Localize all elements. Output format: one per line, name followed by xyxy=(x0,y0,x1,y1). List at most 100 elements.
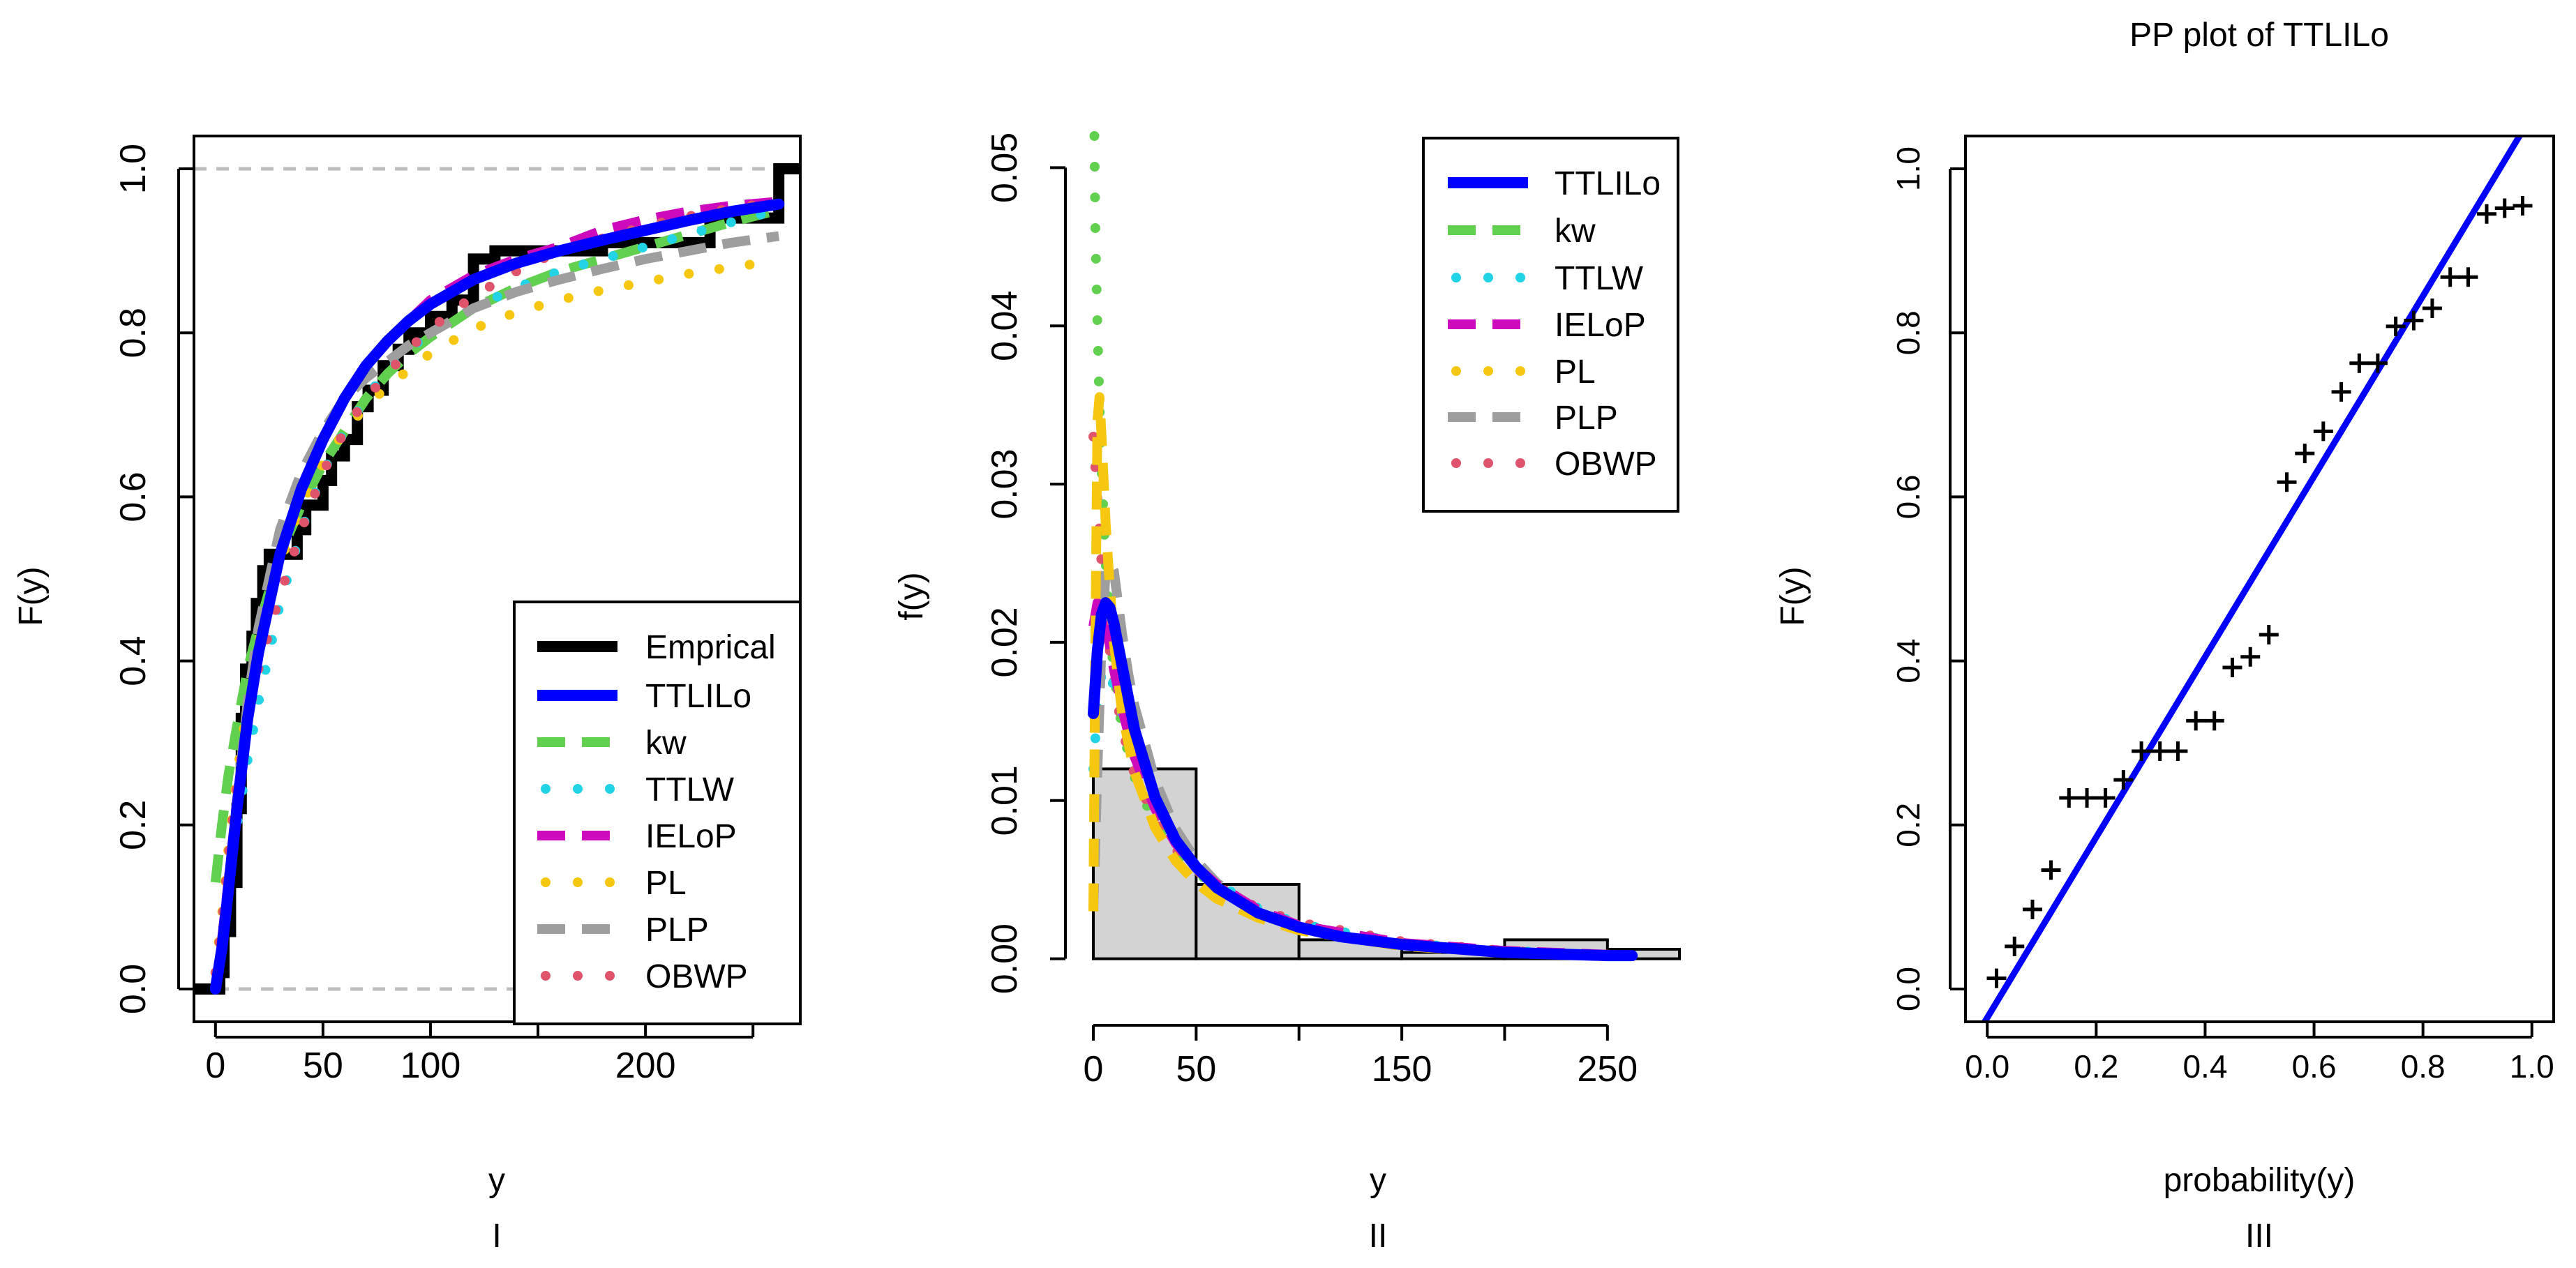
legend-item-plp: PLP xyxy=(1448,400,1618,437)
pp-point xyxy=(2168,741,2188,761)
legend-item-ttlw: TTLW xyxy=(541,771,735,808)
pp-point xyxy=(2077,787,2097,808)
pp-point xyxy=(2113,770,2134,790)
pp-point xyxy=(2150,741,2170,761)
panel-density: f(y) y II 0 50 150 250 0.00 0.01 0.02 0.03 0.04 0… xyxy=(893,131,1681,1255)
y-tick-label: 0.6 xyxy=(1890,474,1926,519)
pp-point xyxy=(2005,936,2025,956)
panel-pp-ylabel: F(y) xyxy=(1774,566,1811,626)
legend-label-kw: kw xyxy=(1555,213,1596,250)
panel-density-xlabel: y xyxy=(1370,1162,1386,1199)
panel-ecdf-ylabel: F(y) xyxy=(13,566,50,626)
panel-density-legend: TTLILo kw TTLW IELoP PL PLP xyxy=(1422,137,1679,513)
legend-label-kw: kw xyxy=(645,725,687,762)
legend-label-ttlilo: TTLILo xyxy=(1555,165,1661,202)
pp-point xyxy=(2259,624,2279,644)
plot-frame xyxy=(1964,135,2555,1023)
panel-ecdf-legend: Emprical TTLILo kw TTLW IELoP PL xyxy=(513,601,802,1025)
legend-item-plp: PLP xyxy=(537,912,709,949)
y-tick-label: 0.4 xyxy=(1890,639,1926,684)
legend-label-ieLoP: IELoP xyxy=(1555,307,1646,344)
panel-pp-title: PP plot of TTLILo xyxy=(2129,17,2389,54)
plot-frame xyxy=(193,135,802,1023)
cdf-series-kw xyxy=(210,205,780,883)
pp-point xyxy=(2440,267,2460,287)
x-tick-label: 1.0 xyxy=(2510,1048,2554,1085)
pp-point xyxy=(2222,658,2242,677)
pp-point xyxy=(2277,472,2297,492)
panel-density-ylabel: f(y) xyxy=(893,572,930,620)
pp-point xyxy=(2132,741,2152,761)
legend-item-kw: kw xyxy=(537,725,687,762)
y-tick-label: 0.8 xyxy=(113,308,153,358)
legend-label-emprical: Emprical xyxy=(645,629,776,666)
y-tick-label: 0.4 xyxy=(113,635,153,686)
legend-item-emprical: Emprical xyxy=(537,629,776,666)
pp-point xyxy=(2095,787,2116,808)
x-tick-label: 0.4 xyxy=(2182,1048,2227,1085)
x-tick-label: 0 xyxy=(205,1046,225,1086)
legend-item-pl: PL xyxy=(1451,354,1596,391)
x-tick-label: 0.0 xyxy=(1965,1048,2009,1085)
x-tick-label: 0 xyxy=(1084,1049,1104,1089)
pp-point xyxy=(2494,198,2515,218)
pp-point xyxy=(2422,298,2442,318)
legend-item-obwp: OBWP xyxy=(1451,446,1657,483)
x-tick-label: 0.6 xyxy=(2292,1048,2337,1085)
legend-item-kw: kw xyxy=(1448,213,1596,250)
y-tick-label: 0.2 xyxy=(1890,803,1926,847)
y-tick-label: 0.8 xyxy=(1890,310,1926,355)
pp-point xyxy=(2186,711,2206,731)
legend-box xyxy=(513,601,802,1025)
x-tick-label: 50 xyxy=(1176,1049,1216,1089)
x-tick-label: 100 xyxy=(400,1046,461,1086)
panel-ecdf: F(y) y I 0 50 100 200 0.0 0.2 0.4 0.6 0.8 1.0 Emp… xyxy=(13,135,802,1255)
legend-item-pl: PL xyxy=(541,865,687,902)
legend-label-ttlw: TTLW xyxy=(645,771,735,808)
pp-point xyxy=(2204,711,2224,731)
legend-label-ieLoP: IELoP xyxy=(645,818,737,855)
pp-point xyxy=(2476,204,2496,224)
legend-item-ieLoP: IELoP xyxy=(1448,307,1646,344)
y-tick-label: 0.0 xyxy=(1890,967,1926,1011)
x-tick-label: 250 xyxy=(1577,1049,1638,1089)
y-tick-label: 0.04 xyxy=(984,291,1025,361)
legend-label-plp: PLP xyxy=(1555,400,1618,437)
density-series-ttlilo xyxy=(1088,597,1638,962)
x-tick-label: 0.2 xyxy=(2074,1048,2118,1085)
y-tick-label: 0.00 xyxy=(984,923,1025,994)
y-tick-label: 0.01 xyxy=(984,765,1025,836)
pp-point xyxy=(2404,310,2424,331)
legend-label-ttlw: TTLW xyxy=(1555,260,1644,297)
pp-point xyxy=(2313,421,2333,441)
pp-point xyxy=(2367,353,2388,373)
panel-ecdf-xlabel: y xyxy=(488,1162,505,1199)
cdf-series-ttlilo xyxy=(209,198,785,995)
legend-item-ieLoP: IELoP xyxy=(537,818,737,855)
pp-point xyxy=(2023,899,2043,919)
cdf-series-obwp xyxy=(210,197,784,978)
x-tick-label: 0.8 xyxy=(2401,1048,2446,1085)
legend-label-pl: PL xyxy=(1555,354,1596,391)
panel-pp-sublabel: III xyxy=(2245,1218,2273,1255)
panel-density-sublabel: II xyxy=(1369,1218,1388,1255)
legend-item-ttlilo: TTLILo xyxy=(537,678,751,715)
pp-point xyxy=(2513,195,2533,216)
legend-label-obwp: OBWP xyxy=(645,958,748,995)
legend-label-obwp: OBWP xyxy=(1555,446,1657,483)
y-tick-label: 1.0 xyxy=(113,144,153,194)
pp-point xyxy=(2041,860,2061,880)
legend-label-ttlilo: TTLILo xyxy=(645,678,751,715)
pp-point xyxy=(2240,647,2261,667)
y-tick-label: 0.0 xyxy=(113,964,153,1014)
legend-label-plp: PLP xyxy=(645,912,709,949)
panel-pp-xlabel: probability(y) xyxy=(2164,1162,2356,1199)
y-tick-label: 1.0 xyxy=(1890,146,1926,191)
pp-point xyxy=(1986,968,2007,988)
y-tick-label: 0.02 xyxy=(984,607,1025,677)
pp-point xyxy=(2331,382,2351,402)
legend-label-pl: PL xyxy=(645,865,687,902)
cdf-series-pl xyxy=(210,255,784,978)
legend-item-ttlw: TTLW xyxy=(1451,260,1644,297)
